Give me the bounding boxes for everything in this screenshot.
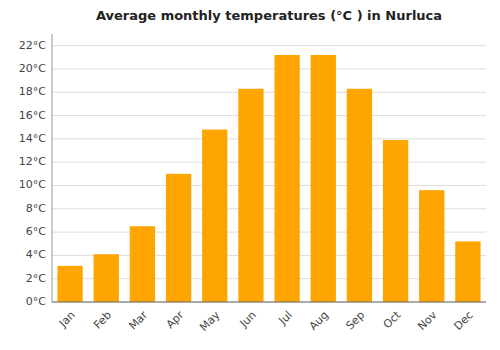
y-tick-label: 18°C [19, 85, 46, 98]
bar [130, 226, 155, 302]
y-tick-label: 8°C [26, 202, 46, 215]
y-tick-label: 14°C [19, 132, 46, 145]
bar [94, 254, 119, 302]
x-tick-label: Dec [451, 309, 475, 333]
x-tick-label: Mar [126, 308, 150, 332]
x-tick-label: Oct [381, 308, 404, 331]
bar [202, 130, 227, 302]
x-tick-label: Jun [237, 309, 259, 331]
grid-line [52, 92, 486, 93]
chart-container: Average monthly temperatures (°C ) in Nu… [0, 0, 500, 350]
y-tick-label: 20°C [19, 62, 46, 75]
chart: Average monthly temperatures (°C ) in Nu… [0, 0, 500, 350]
bars [57, 55, 480, 302]
bar [455, 241, 480, 302]
y-axis: 0°C 2°C 4°C 6°C 8°C 10°C 12°C 14°C 16°C 18°C 20°C 2… [19, 39, 486, 308]
y-tick-label: 10°C [19, 178, 46, 191]
x-tick-label: Sep [343, 309, 367, 333]
bar [166, 174, 191, 302]
grid-line [52, 68, 486, 69]
x-tick-label: Aug [307, 309, 331, 333]
y-tick-label: 4°C [26, 248, 46, 261]
y-tick-label: 6°C [26, 225, 46, 238]
x-tick-label: Nov [415, 308, 440, 333]
y-tick-label: 0°C [26, 295, 46, 308]
y-tick-label: 16°C [19, 109, 46, 122]
x-axis: Jan Feb Mar Apr May Jun Jul Aug Sep Oct Nov Dec [56, 308, 476, 334]
bar [57, 266, 82, 302]
x-axis-line [52, 302, 486, 303]
grid-line [52, 162, 486, 163]
bar [274, 55, 299, 302]
y-axis-line [52, 34, 53, 302]
grid-line [52, 115, 486, 116]
bar [383, 140, 408, 302]
x-tick-label: Apr [164, 308, 187, 331]
bar [311, 55, 336, 302]
y-tick-label: 2°C [26, 272, 46, 285]
y-tick-label: 12°C [19, 155, 46, 168]
grid-line [52, 185, 486, 186]
bar [419, 190, 444, 302]
x-tick-label: May [197, 308, 223, 334]
bar [238, 89, 263, 302]
grid-line [52, 45, 486, 46]
x-tick-label: Jan [56, 309, 78, 331]
grid-line [52, 138, 486, 139]
title: Average monthly temperatures (°C ) in Nu… [96, 8, 442, 23]
x-tick-label: Feb [91, 309, 114, 332]
bar [347, 89, 372, 302]
y-tick-label: 22°C [19, 39, 46, 52]
x-tick-label: Jul [276, 309, 295, 328]
grid-line [52, 302, 486, 303]
